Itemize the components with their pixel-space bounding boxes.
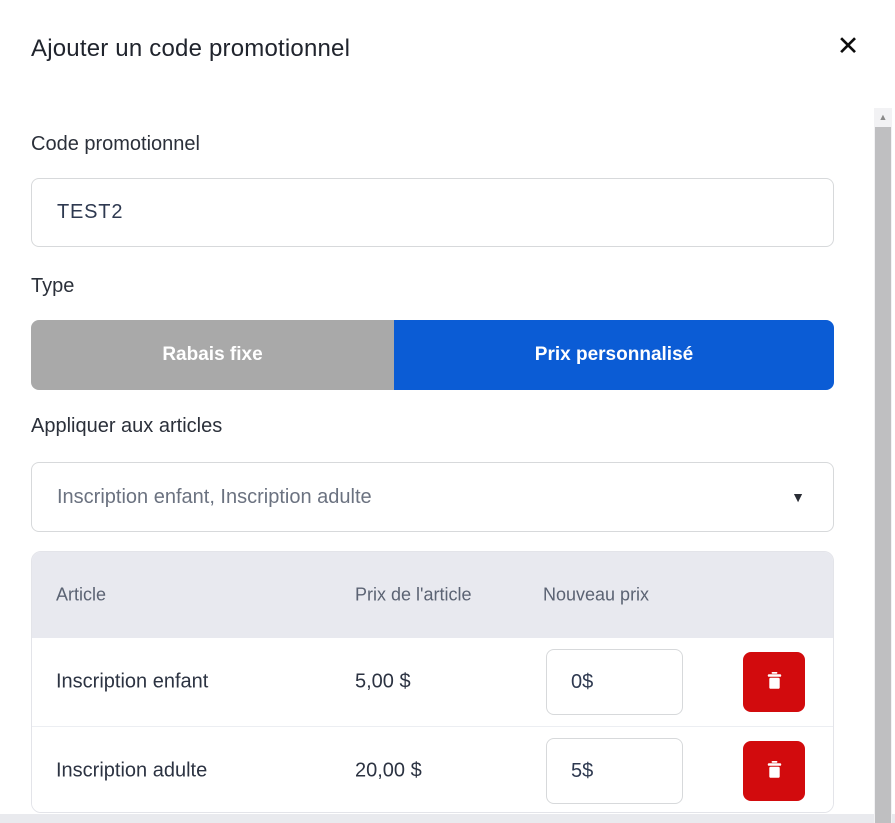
article-price: 5,00 $	[355, 670, 411, 693]
apply-label: Appliquer aux articles	[31, 415, 223, 437]
new-price-input[interactable]	[546, 738, 683, 804]
chevron-down-icon: ▼	[791, 489, 805, 505]
trash-icon	[767, 672, 782, 692]
table-header: Article Prix de l'article Nouveau prix	[32, 552, 833, 638]
article-name: Inscription enfant	[56, 670, 209, 693]
type-option-prix-personnalise[interactable]: Prix personnalisé	[394, 320, 834, 390]
scrollbar-thumb[interactable]	[875, 127, 891, 823]
promo-code-input[interactable]	[31, 178, 834, 247]
article-price: 20,00 $	[355, 759, 422, 782]
close-icon: ✕	[836, 30, 860, 61]
scroll-up-button[interactable]: ▲	[874, 108, 892, 126]
close-button[interactable]: ✕	[826, 24, 870, 68]
delete-article-button[interactable]	[743, 652, 805, 712]
header-article: Article	[56, 584, 107, 605]
scroll-up-icon: ▲	[878, 111, 888, 122]
header-new-price: Nouveau prix	[543, 584, 650, 605]
header-price: Prix de l'article	[355, 584, 472, 605]
type-toggle: Rabais fixe Prix personnalisé	[31, 320, 834, 390]
table-row: Inscription enfant 5,00 $	[32, 638, 833, 726]
delete-article-button[interactable]	[743, 741, 805, 801]
trash-icon	[767, 761, 782, 781]
scrollbar[interactable]: ▲	[874, 108, 892, 823]
articles-select[interactable]: Inscription enfant, Inscription adulte ▼	[31, 462, 834, 532]
page-title: Ajouter un code promotionnel	[31, 35, 351, 62]
table-row: Inscription adulte 20,00 $	[32, 726, 833, 812]
articles-table: Article Prix de l'article Nouveau prix I…	[31, 551, 834, 813]
articles-select-value: Inscription enfant, Inscription adulte	[57, 485, 372, 508]
code-label: Code promotionnel	[31, 133, 200, 155]
type-option-rabais-fixe[interactable]: Rabais fixe	[31, 320, 394, 390]
article-name: Inscription adulte	[56, 759, 208, 782]
new-price-input[interactable]	[546, 649, 683, 715]
type-label: Type	[31, 275, 75, 297]
page-background-strip	[0, 814, 895, 823]
